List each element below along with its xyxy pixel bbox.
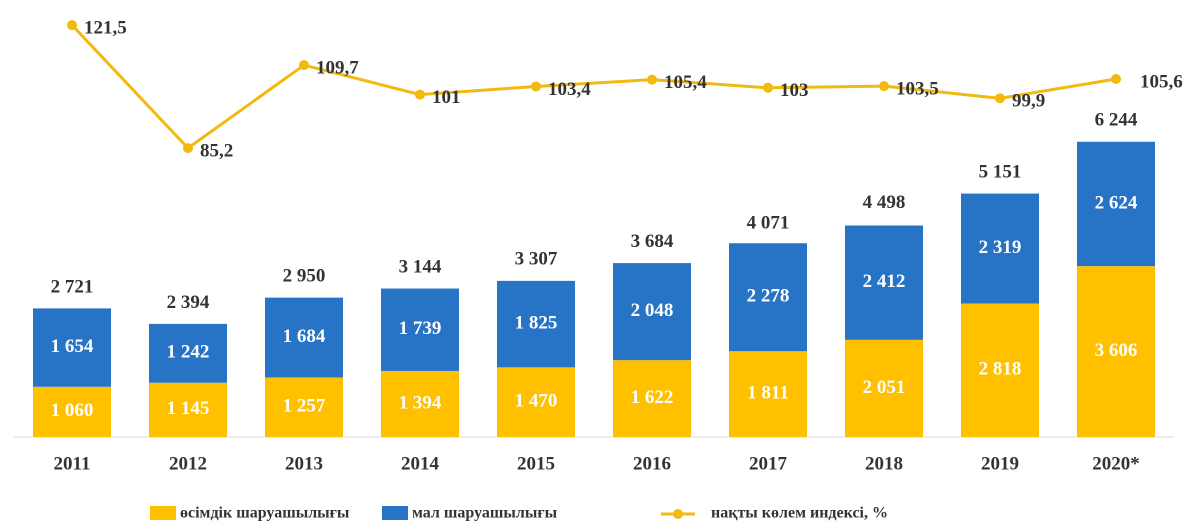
total-label: 3 684 [631,231,674,252]
total-label: 3 307 [515,249,558,270]
index-label: 101 [432,87,461,108]
x-tick-label: 2011 [54,453,91,474]
x-tick-label: 2013 [285,453,323,474]
index-point [299,60,309,71]
bar-segment [265,297,343,378]
total-label: 6 244 [1095,109,1138,130]
bar-segment [149,323,227,383]
x-tick-label: 2015 [517,453,555,474]
index-label: 109,7 [316,57,359,78]
index-label: 105,6 [1140,71,1183,92]
bar-label: 1 470 [515,391,558,412]
legend-label: мал шаруашылығы [412,505,558,522]
bar-label: 2 319 [979,237,1022,258]
bar-segment [613,263,691,361]
index-line [70,24,1117,151]
bar-label: 2 412 [863,271,906,292]
bar-label: 1 622 [631,387,674,408]
legend-swatch [150,506,176,520]
bar-segment [497,280,575,368]
bar-label: 1 394 [399,392,442,413]
bar-segment [381,370,459,437]
index-label: 121,5 [84,17,127,38]
index-point [183,143,193,154]
bar-segment [381,288,459,371]
index-label: 105,4 [664,72,707,93]
total-label: 2 721 [51,276,94,297]
bar-label: 1 145 [167,398,210,419]
bar-label: 2 278 [747,286,790,307]
index-label: 99,9 [1012,91,1045,112]
bar-label: 1 060 [51,400,94,421]
bar-segment [613,360,691,437]
bar-label: 1 684 [283,326,326,347]
index-point [531,81,541,92]
index-point [879,81,889,92]
total-label: 2 394 [167,292,210,313]
total-label: 4 498 [863,192,906,213]
bar-segment [33,386,111,437]
bar-label: 1 257 [283,396,326,417]
x-tick-label: 2016 [633,453,671,474]
legend-label: өсімдік шаруашылығы [180,505,350,522]
bar-label: 2 051 [863,377,906,398]
bar-segment [497,367,575,437]
index-point [995,93,1005,104]
x-tick-label: 2019 [981,453,1019,474]
index-label: 103 [780,80,809,101]
total-label: 2 950 [283,266,326,287]
legend-swatch-point [673,509,683,519]
legend-swatch [382,506,408,520]
bar-segment [1077,141,1155,267]
x-tick-label: 2017 [749,453,788,474]
bar-segment [961,193,1039,304]
index-point [1111,73,1121,84]
legend-label: нақты көлем индексі, % [711,505,888,522]
bar-segment [729,243,807,352]
bar-label: 1 654 [51,336,94,357]
bar-label: 1 242 [167,342,210,363]
bar-label: 2 048 [631,300,674,321]
bar-segment [33,308,111,387]
x-tick-label: 2012 [169,453,207,474]
bar-label: 1 739 [399,318,442,339]
bar-label: 2 818 [979,359,1022,380]
index-point [763,82,773,93]
index-label: 103,4 [548,79,591,100]
bar-segment [1077,266,1155,437]
bar-label: 3 606 [1095,340,1138,361]
bar-segment [149,382,227,437]
bar-label: 1 811 [747,382,789,403]
bar-segment [265,377,343,437]
total-label: 3 144 [399,256,442,277]
index-point [415,89,425,100]
x-tick-label: 2018 [865,453,903,474]
index-label: 85,2 [200,141,233,162]
bar-label: 1 825 [515,312,558,333]
total-label: 5 151 [979,161,1022,182]
bar-label: 2 624 [1095,192,1138,213]
bar-segment [961,303,1039,437]
x-tick-label: 2020* [1092,453,1140,474]
bar-segment [729,351,807,437]
index-point [67,20,77,31]
x-tick-label: 2014 [401,453,440,474]
bar-segment [845,225,923,340]
index-point [647,74,657,85]
index-label: 103,5 [896,78,939,99]
total-label: 4 071 [747,212,790,233]
bar-segment [845,339,923,437]
